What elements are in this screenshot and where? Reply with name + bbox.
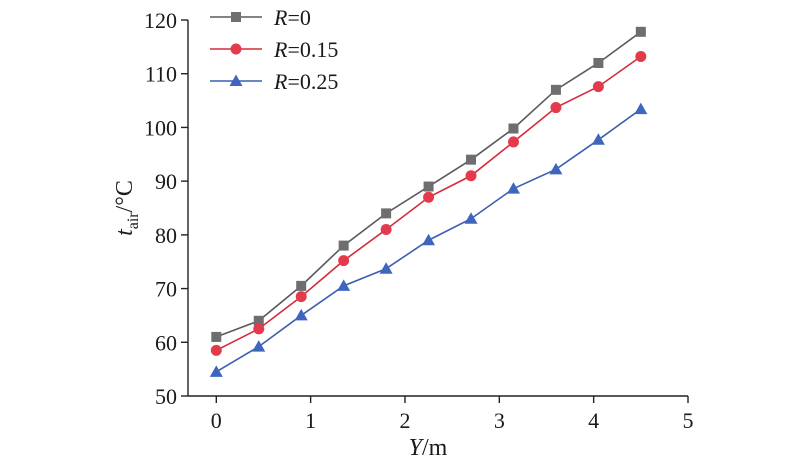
series-triangle <box>209 102 648 377</box>
legend-item: R=0.25 <box>210 69 338 94</box>
triangle-marker <box>549 162 563 175</box>
y-tick-label: 80 <box>155 223 177 248</box>
square-marker <box>381 208 392 219</box>
circle-marker <box>507 136 519 148</box>
x-tick-label: 0 <box>211 408 222 433</box>
legend-label-var: R <box>273 37 288 62</box>
circle-marker <box>550 102 562 114</box>
legend-label-value: =0.25 <box>287 69 338 94</box>
circle-marker <box>338 255 350 267</box>
series-circle <box>210 51 647 356</box>
x-tick-label: 2 <box>399 408 410 433</box>
y-tick-label: 90 <box>155 169 177 194</box>
y-tick-label: 100 <box>144 115 177 140</box>
x-axis-label-unit: /m <box>422 435 448 461</box>
y-axis-label: tair/°C <box>112 180 142 236</box>
square-marker <box>635 26 646 37</box>
circle-marker <box>423 191 435 203</box>
x-axis-label: Y/m <box>409 435 448 461</box>
y-axis-label-var: t <box>112 228 138 236</box>
circle-marker <box>230 43 242 55</box>
x-tick-label: 1 <box>305 408 316 433</box>
triangle-marker <box>209 365 223 377</box>
square-marker <box>466 154 477 165</box>
square-marker <box>296 280 307 291</box>
circle-marker <box>635 51 647 63</box>
legend-label: R=0 <box>273 5 311 30</box>
x-tick-label: 5 <box>683 408 694 433</box>
y-tick-label: 120 <box>144 8 177 33</box>
square-marker <box>508 123 519 134</box>
y-tick-label: 70 <box>155 277 177 302</box>
circle-marker <box>295 291 307 303</box>
square-marker <box>423 181 434 192</box>
y-tick-label: 60 <box>155 330 177 355</box>
square-marker <box>593 57 604 68</box>
triangle-marker <box>252 340 266 352</box>
series-square <box>211 26 646 342</box>
axis-labels: Y/m tair/°C <box>112 180 448 461</box>
circle-marker <box>592 81 604 93</box>
series-layer <box>209 26 648 377</box>
y-axis-label-sub: air <box>125 212 142 230</box>
circle-marker <box>380 223 392 235</box>
legend-label-value: =0.15 <box>287 37 338 62</box>
legend: R=0R=0.15R=0.25 <box>210 5 338 94</box>
triangle-marker <box>379 262 393 274</box>
axes: 50 60 70 80 90 100 110 120 0 1 2 3 4 5 <box>144 8 694 433</box>
legend-label-var: R <box>273 5 288 30</box>
legend-label: R=0.25 <box>273 69 338 94</box>
triangle-marker <box>506 182 520 194</box>
triangle-marker <box>229 74 243 86</box>
y-tick-label: 50 <box>155 384 177 409</box>
triangle-marker <box>634 102 648 115</box>
circle-marker <box>210 344 222 356</box>
square-marker <box>231 12 241 22</box>
legend-label: R=0.15 <box>273 37 338 62</box>
square-marker <box>338 240 349 251</box>
legend-item: R=0.15 <box>210 37 338 62</box>
triangle-marker <box>422 233 436 246</box>
legend-label-var: R <box>273 69 288 94</box>
y-axis-label-unit: /°C <box>112 180 138 212</box>
triangle-marker <box>337 279 351 291</box>
x-tick-label: 4 <box>588 408 599 433</box>
y-tick-label: 110 <box>145 62 177 87</box>
legend-item: R=0 <box>210 5 311 30</box>
x-tick-label: 3 <box>494 408 505 433</box>
series-line <box>215 55 642 352</box>
circle-marker <box>465 170 477 182</box>
legend-label-value: =0 <box>287 5 310 30</box>
square-marker <box>211 331 222 342</box>
circle-marker <box>253 323 265 335</box>
x-axis-label-var: Y <box>409 435 425 461</box>
square-marker <box>253 315 264 326</box>
triangle-marker <box>591 133 605 145</box>
square-marker <box>550 84 561 95</box>
triangle-marker <box>464 212 478 224</box>
triangle-marker <box>294 308 308 321</box>
